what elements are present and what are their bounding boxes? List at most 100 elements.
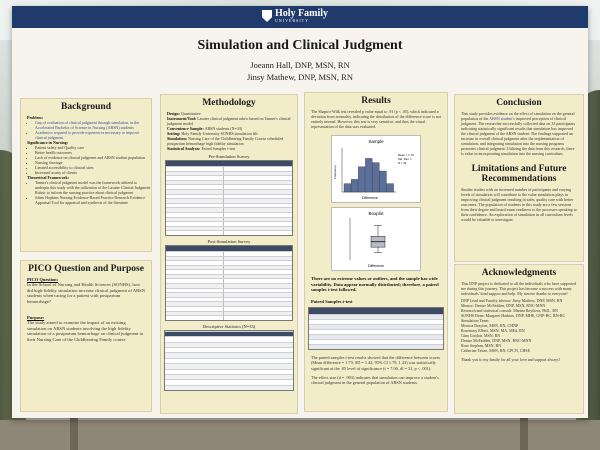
method-text: Holy Family University SONHS simulation … (181, 131, 258, 136)
university-logo: Holy Family UNIVERSITY (262, 9, 328, 23)
histogram-chart: Sample Frequency Difference Mean = 1.79 … (331, 135, 421, 203)
boxplot-xlabel: Difference (368, 264, 384, 268)
logo-name: Holy Family (275, 8, 329, 19)
method-text: Lasater clinical judgment rubric based o… (167, 116, 291, 126)
acknowledgment-line: Research and statistical consult: Marina… (461, 308, 558, 313)
acknowledgment-line: Rosemary Elbert, MSN, MA, MEd, RN (461, 328, 525, 333)
method-label: Setting: (167, 131, 181, 136)
significance-item: Increased acuity of clients (35, 170, 151, 175)
acknowledgments-panel: Acknowledgments This DNP project is dedi… (454, 264, 584, 414)
boxplot-chart: Boxplot Difference (331, 207, 421, 271)
significance-item: Better health outcomes (35, 150, 151, 155)
method-text: Quantitative (180, 111, 201, 116)
histogram-legend: Mean = 1.79 (398, 153, 414, 157)
boxplot-svg: Boxplot Difference (349, 211, 386, 268)
shield-icon (262, 10, 272, 22)
methodology-heading: Methodology (202, 98, 256, 108)
histogram-bar (372, 162, 380, 193)
research-poster: Holy Family UNIVERSITY Simulation and Cl… (12, 6, 588, 418)
acknowledgments-heading: Acknowledgments (481, 268, 557, 278)
pico-question: In the School of Nursing and Health Scie… (27, 282, 146, 305)
significance-item: Nursing shortage (35, 160, 151, 165)
method-text: ABSN students (N=33) (204, 126, 243, 131)
pico-heading: PICO Question and Purpose (28, 264, 144, 274)
significance-item: Lack of evidence on clinical judgment an… (35, 155, 151, 160)
acknowledgment-line: SONHS Dean: Margaret Harkins, DNP, MHE, … (461, 313, 566, 318)
pico-question-label: PICO Question: (27, 277, 59, 282)
limitations-heading: Limitations and Future Recommendations (471, 164, 567, 184)
acknowledgment-line: Simulation Team: (461, 318, 490, 323)
framework-item: Johns Hopkins Nursing Evidence-Based Pra… (35, 195, 151, 205)
conclusion-text: This study provides evidence on the effe… (461, 111, 577, 156)
pre-survey-caption: Pre-Simulation Survey (208, 154, 250, 159)
histogram-title: Sample (368, 139, 384, 144)
background-panel: Background Problem: Gap of evaluation of… (20, 98, 152, 252)
conclusion-text-end: improved perception of clinical judgment… (461, 116, 575, 156)
histogram-bar (386, 183, 394, 193)
histogram-xlabel: Difference (362, 196, 378, 200)
post-survey-table (165, 244, 293, 321)
descriptive-table (164, 329, 294, 392)
framework-label: Theoretical Framework: (27, 175, 70, 180)
conclusion-text-start: This study provides evidence on the effe… (461, 111, 575, 121)
conclusion-panel: Conclusion This study provides evidence … (454, 94, 584, 262)
histogram-bar (365, 158, 373, 193)
histogram-bar (350, 179, 359, 193)
significance-item: Patient safety and Quality care (35, 145, 151, 150)
method-text: Paired Samples t-test (201, 146, 236, 151)
method-label: Simulation: (167, 136, 188, 141)
problem-item: Gap of evaluation of clinical judgment t… (35, 120, 151, 130)
paired-table-title: Paired Samples t-test (311, 299, 353, 305)
poster-title: Simulation and Clinical Judgment (197, 38, 403, 53)
boxplot-title: Boxplot (368, 211, 384, 216)
methodology-panel: Methodology Design: Quantitative Instrum… (160, 94, 298, 414)
easel-leg-right (520, 410, 528, 450)
acknowledgment-line: Catherine Teitze, MSN, RN, CPCN, CHSE (461, 348, 531, 353)
histogram-legend: Std. Dev. = (398, 157, 412, 161)
results-heading: Results (361, 96, 391, 106)
histogram-svg: Sample Frequency Difference Mean = 1.79 … (333, 139, 414, 200)
post-survey-caption: Post-Simulation Survey (207, 238, 251, 244)
conclusion-heading: Conclusion (496, 98, 542, 108)
acknowledgment-line: Denise McFadden, DNP, MSN, RNC-MNN (461, 338, 532, 343)
poster-header-bar: Holy Family UNIVERSITY (12, 6, 588, 28)
method-label: Design: (167, 111, 180, 116)
histogram-bar (343, 183, 351, 193)
histogram-bar (358, 166, 366, 193)
author-1: Joeann Hall, DNP, MSN, RN (250, 60, 350, 70)
acknowledgment-line: Rose Stephan, MSN, RN (461, 343, 502, 348)
method-label: Instrument/Tool: (167, 116, 197, 121)
results-shapiro-text: The Shapiro-Wilk test revealed p value e… (311, 109, 441, 129)
framework-item: Tanner's clinical judgment model was the… (35, 180, 151, 195)
conclusion-text-highlight: ABSN student's (489, 116, 515, 121)
acknowledgments-closing: Thank you to my family for all your love… (461, 357, 560, 362)
purpose-label: Purpose: (27, 314, 45, 320)
method-label: Statistical Analysis: (167, 146, 201, 151)
purpose-text: The study aimed to examine the impact of… (27, 319, 144, 343)
results-effect-text: The effect size (d = .903) indicates tha… (311, 375, 439, 386)
method-text: Nursing Care of the Childbearing Family … (167, 136, 284, 146)
paired-samples-table (308, 306, 444, 350)
results-panel: Results The Shapiro-Wilk test revealed p… (304, 92, 448, 412)
histogram-bar (379, 170, 387, 193)
significance-item: Limited accessibility to clinical sites (35, 165, 151, 170)
descriptive-caption: Descriptive Statistics (N=33) (202, 323, 256, 329)
histogram-legend: N = 33 (398, 161, 407, 165)
easel-leg-left (70, 410, 78, 450)
results-normality-text: There are no extreme values or outliers,… (311, 276, 439, 293)
floor (0, 420, 600, 450)
pico-panel: PICO Question and Purpose PICO Question:… (20, 260, 152, 412)
significance-label: Significance in Nursing: (27, 140, 69, 145)
results-ttest-text: The paired samples t-test results showed… (311, 354, 441, 371)
method-label: Convenience Sample: (167, 126, 204, 131)
acknowledgment-line: Mentor: Denise McFadden, DNP, MSN, RNC-M… (461, 303, 546, 308)
problem-label: Problem: (27, 115, 43, 120)
acknowledgments-intro: This DNP project is dedicated to all the… (461, 281, 577, 296)
background-heading: Background (61, 102, 111, 112)
problem-item: Academics required to provide experience… (35, 130, 151, 140)
acknowledgment-line: DNP Lead and Faculty advisor: Jinsy Math… (461, 298, 563, 303)
author-2: Jinsy Mathew, DNP, MSN, RN (247, 72, 353, 82)
acknowledgment-line: Monica Drayton, MSN, RN, CHNP (461, 323, 519, 328)
histogram-ylabel: Frequency (333, 164, 337, 179)
